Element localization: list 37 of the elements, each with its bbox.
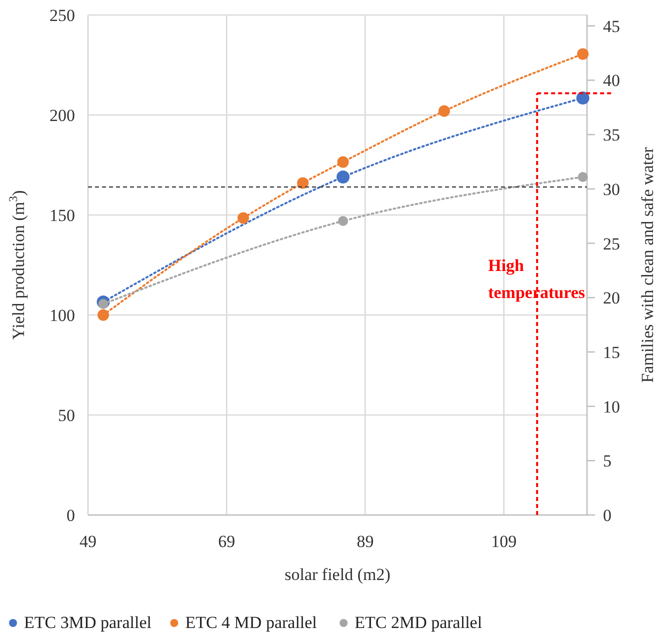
point <box>337 156 349 168</box>
y2-tick-label: 40 <box>603 71 620 90</box>
point <box>578 172 588 182</box>
point <box>577 48 589 60</box>
point <box>98 299 108 309</box>
y-tick-label: 200 <box>50 106 75 125</box>
point <box>576 92 590 104</box>
y-tick-label: 50 <box>58 406 75 425</box>
y2-tick-label: 30 <box>603 180 620 199</box>
point <box>338 216 348 226</box>
point <box>438 105 450 117</box>
x-tick-label: 89 <box>356 532 374 551</box>
legend-label: ETC 4 MD parallel <box>185 613 318 632</box>
point <box>237 212 249 224</box>
x-tick-label: 49 <box>80 532 96 551</box>
y2-tick-label: 45 <box>603 16 620 36</box>
y2-tick-label: 10 <box>603 397 620 416</box>
y-tick-label: 100 <box>50 306 75 325</box>
x-tick-label: 69 <box>218 532 236 551</box>
y-tick-label: 250 <box>50 6 75 25</box>
x-axis-title: solar field (m2) <box>284 565 390 584</box>
x-tick-label: 109 <box>491 532 517 551</box>
legend-label: ETC 2MD parallel <box>354 613 482 632</box>
y2-tick-label: 35 <box>603 126 620 145</box>
y2-tick-label: 20 <box>603 288 620 308</box>
y2-tick-label: 5 <box>603 452 612 471</box>
y-tick-label: 0 <box>66 506 75 525</box>
ref-line-label: High temperatures <box>488 256 586 302</box>
y-tick-label: 150 <box>50 206 75 225</box>
point <box>97 309 109 321</box>
point <box>297 177 309 189</box>
point <box>336 170 350 184</box>
y2-tick-label: 15 <box>603 342 620 362</box>
legend-label: ETC 3MD parallel <box>24 613 152 632</box>
y2-tick-label: 0 <box>603 506 612 525</box>
y2-tick-label: 25 <box>603 234 620 254</box>
y2-axis-title: Families with clean and safe water <box>638 146 657 383</box>
